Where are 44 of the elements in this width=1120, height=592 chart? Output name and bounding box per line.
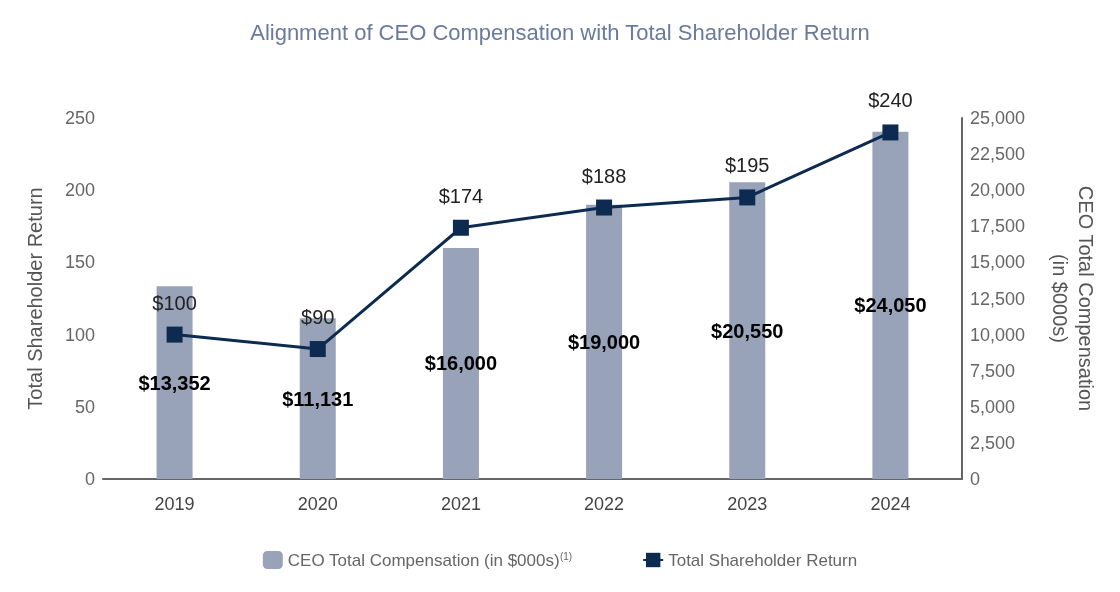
legend-label: Total Shareholder Return [668, 550, 858, 570]
data-label: $24,050 [854, 294, 927, 317]
data-label: $20,550 [711, 319, 784, 342]
y2-tick-label: 12,500 [970, 288, 1026, 309]
point [739, 189, 756, 206]
y2-tick-label: 20,000 [970, 180, 1026, 201]
point [882, 124, 899, 141]
point [452, 219, 469, 236]
y-tick-label: 0 [84, 469, 95, 489]
y2-tick-label: 0 [970, 469, 981, 489]
y2-tick-label: 17,500 [970, 216, 1026, 237]
x-tick-label: 2020 [297, 494, 338, 514]
data-label: $174 [438, 184, 484, 207]
data-label: $188 [581, 164, 627, 187]
y-tick-label: 150 [64, 252, 95, 273]
point [309, 341, 326, 358]
data-label: $13,352 [138, 371, 211, 394]
y2-tick-label: 7,500 [970, 360, 1016, 381]
point [596, 199, 613, 216]
y2-tick-label: 25,000 [970, 108, 1026, 128]
data-label: $19,000 [567, 330, 641, 353]
y2-tick-label: 15,000 [970, 252, 1026, 273]
data-label: $240 [868, 89, 913, 112]
y2-tick-label: 10,000 [970, 324, 1026, 345]
y-tick-label: 100 [64, 324, 95, 345]
y-tick-label: 200 [64, 180, 95, 201]
data-label: $16,000 [424, 352, 498, 375]
data-label: $90 [301, 306, 335, 329]
y-tick-label: 50 [74, 396, 95, 417]
y2-axis-title: CEO Total Compensation (in $000s) [1049, 185, 1097, 412]
data-label: $195 [725, 154, 770, 177]
point [166, 326, 183, 343]
x-tick-label: 2019 [154, 494, 195, 514]
x-tick-label: 2024 [870, 494, 911, 514]
y2-tick-label: 22,500 [970, 144, 1026, 165]
x-tick-label: 2023 [727, 494, 768, 514]
data-label: $11,131 [282, 387, 354, 410]
y-axis-title: Total Shareholder Return [24, 187, 46, 410]
x-tick-label: 2022 [584, 494, 625, 514]
y2-tick-label: 5,000 [970, 396, 1016, 417]
chart-title: Alignment of CEO Compensation with Total Shareholder Return [250, 19, 870, 45]
y2-tick-label: 2,500 [970, 432, 1016, 453]
y-tick-label: 250 [64, 108, 95, 128]
x-tick-label: 2021 [440, 494, 481, 514]
